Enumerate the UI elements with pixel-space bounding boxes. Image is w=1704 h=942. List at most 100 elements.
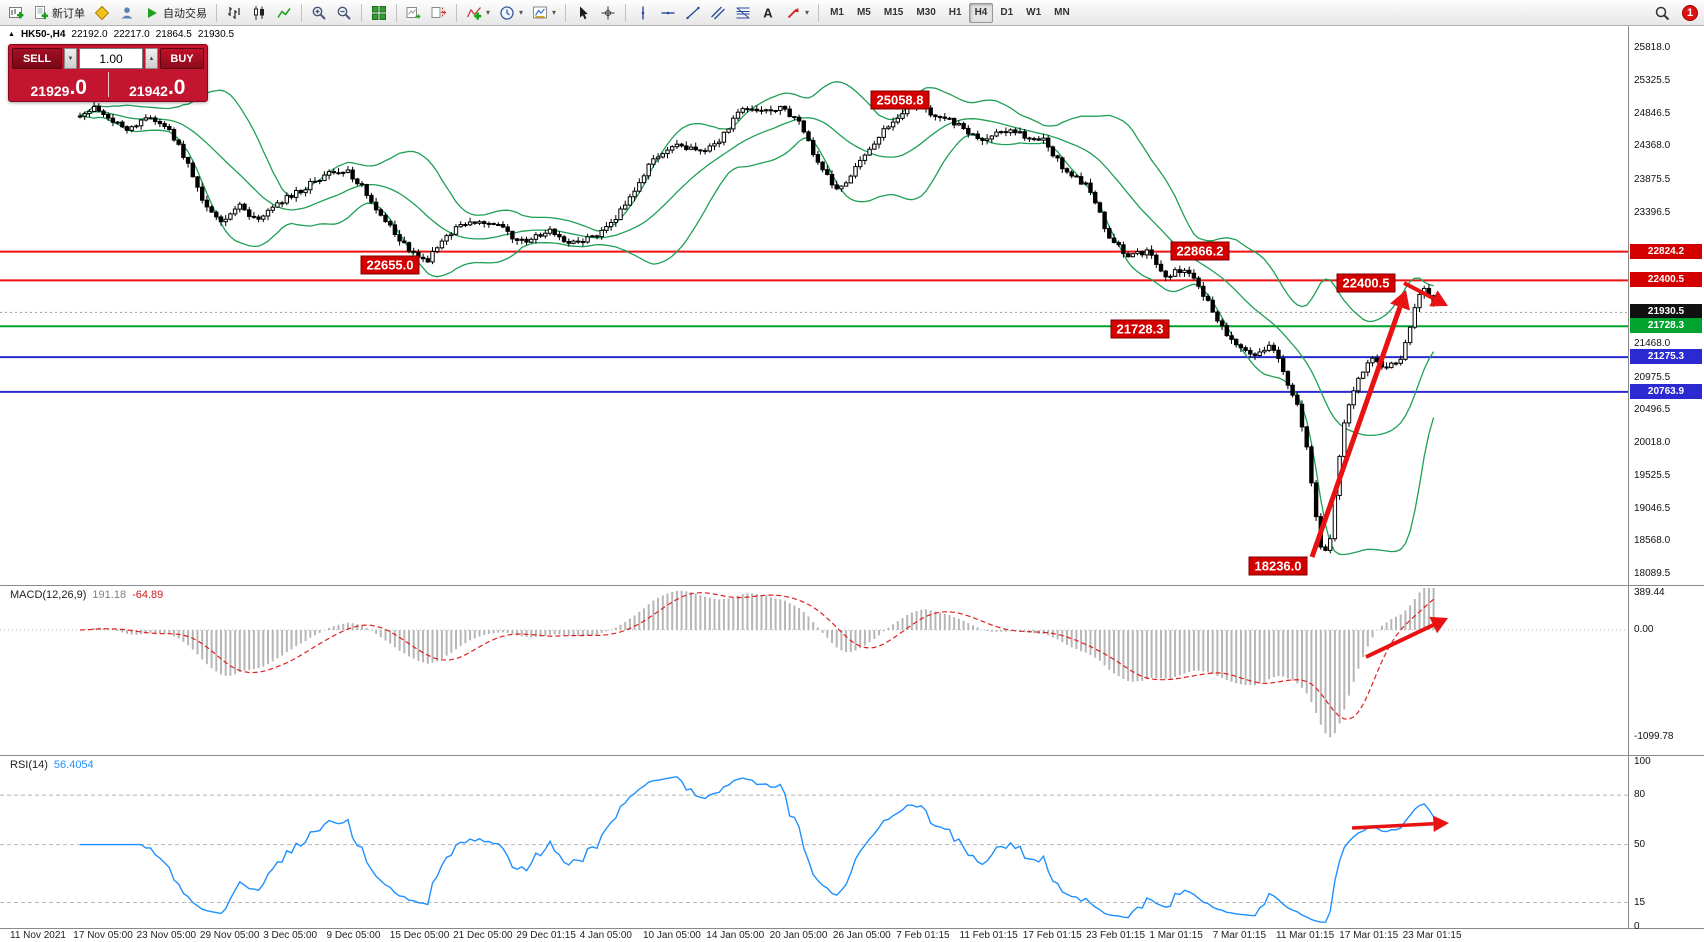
channel-button[interactable]: [706, 2, 730, 24]
time-axis-label: 23 Nov 05:00: [136, 930, 197, 941]
profile-button[interactable]: [115, 2, 139, 24]
auto-scroll-button[interactable]: [402, 2, 426, 24]
line-chart-button[interactable]: [272, 2, 296, 24]
periods-icon: [499, 5, 515, 21]
time-axis-label: 14 Jan 05:00: [706, 930, 765, 941]
auto-scroll-icon: [406, 5, 422, 21]
horizontal-line-button[interactable]: [656, 2, 680, 24]
time-axis-label: 11 Mar 01:15: [1276, 930, 1335, 941]
toolbar-separator: [818, 3, 820, 22]
time-axis-label: 23 Mar 01:15: [1402, 930, 1462, 941]
macd-signal-value: -64.89: [132, 589, 164, 601]
market-button[interactable]: [90, 2, 114, 24]
time-axis-label: 15 Dec 05:00: [389, 930, 450, 941]
tile-windows-icon: [371, 5, 387, 21]
time-axis-label: 17 Nov 05:00: [73, 930, 133, 941]
timeframe-w1-button[interactable]: W1: [1026, 7, 1042, 18]
volume-decrease-button[interactable]: ▼: [64, 48, 77, 69]
price-axis-label: 21468.0: [1634, 337, 1671, 349]
timeframe-h1-button[interactable]: H1: [948, 7, 962, 18]
sell-price[interactable]: 21929.0: [12, 71, 106, 98]
timeframe-m15-button[interactable]: M15: [883, 7, 904, 18]
time-axis-label: 11 Nov 2021: [10, 930, 66, 941]
trend-up-arrow: [1309, 290, 1410, 558]
time-axis-label: 10 Jan 05:00: [643, 930, 701, 941]
channel-icon: [710, 5, 726, 21]
timeframe-mn-button[interactable]: MN: [1054, 7, 1070, 18]
sell-price-main: 21929: [30, 82, 70, 99]
timeframe-m30-button[interactable]: M30: [916, 7, 936, 18]
zoom-out-button[interactable]: [332, 2, 356, 24]
timeframe-d1-button[interactable]: D1: [1000, 7, 1014, 18]
crosshair-button[interactable]: [596, 2, 620, 24]
price-tag-label: 22400.5: [1336, 273, 1396, 293]
bar-chart-button[interactable]: [222, 2, 246, 24]
macd-axis-label: 0.00: [1634, 624, 1654, 635]
price-axis-box: 21728.3: [1630, 318, 1702, 334]
timeframe-m5-button[interactable]: M5: [856, 7, 871, 18]
macd-indicator-label: MACD(12,26,9) 191.18 -64.89: [10, 589, 163, 601]
autotrade-play-icon: [144, 5, 160, 21]
periods-button[interactable]: ▾: [495, 2, 527, 24]
timeframe-h4-button[interactable]: H4: [968, 2, 994, 23]
candle-chart-button[interactable]: [247, 2, 271, 24]
toolbar-button-label: 新订单: [52, 7, 85, 20]
time-axis-label: 7 Mar 01:15: [1212, 930, 1267, 941]
crosshair-icon: [600, 5, 616, 21]
bar-chart-icon: [226, 5, 242, 21]
macd-histogram: [83, 588, 1435, 738]
new-order-button[interactable]: 新订单: [29, 2, 89, 24]
sell-price-pips: .0: [69, 76, 87, 100]
indicators-icon: [466, 5, 482, 21]
autotrading-button[interactable]: 自动交易: [140, 2, 211, 24]
price-axis-label: 23396.5: [1634, 206, 1671, 218]
symbol-search-button[interactable]: [1650, 2, 1674, 24]
tile-windows-button[interactable]: [367, 2, 391, 24]
ohlc-low: 21864.5: [155, 29, 192, 40]
indicators-button[interactable]: ▾: [462, 2, 494, 24]
vertical-line-button[interactable]: [631, 2, 655, 24]
price-axis-label: 18089.5: [1634, 568, 1671, 579]
time-axis-label: 26 Jan 05:00: [832, 930, 891, 941]
buy-price[interactable]: 21942.0: [111, 71, 205, 98]
fibonacci-button[interactable]: [731, 2, 755, 24]
templates-button[interactable]: ▾: [528, 2, 560, 24]
hline-icon: [660, 5, 676, 21]
ohlc-close: 21930.5: [197, 29, 235, 40]
arrows-tool-icon: [785, 5, 801, 21]
buy-button[interactable]: BUY: [160, 48, 204, 69]
symbol-bar: ▲ HK50-,H4 22192.0 22217.0 21864.5 21930…: [8, 29, 234, 40]
cursor-button[interactable]: [571, 2, 595, 24]
arrows-button[interactable]: ▾: [781, 2, 813, 24]
time-axis-label: 4 Jan 05:00: [579, 930, 632, 941]
notification-badge[interactable]: 1: [1682, 5, 1698, 21]
price-axis-label: 19046.5: [1634, 502, 1671, 514]
zoom-in-button[interactable]: [307, 2, 331, 24]
rsi-trend-arrow: [1351, 815, 1449, 832]
new-chart-button[interactable]: [4, 2, 28, 24]
price-axis-box: 21275.3: [1630, 349, 1702, 365]
time-axis-label: 20 Jan 05:00: [769, 930, 828, 941]
toolbar-buttons: 新订单 自动交易 ▾ ▾ ▾ A ▾ M1 M5 M15 M30 H1 H4 D1 W1 MN: [4, 2, 1076, 24]
timeframe-m1-button[interactable]: M1: [830, 7, 844, 18]
price-tag-label: 25058.8: [870, 90, 930, 110]
price-tag-label: 18236.0: [1248, 556, 1308, 576]
price-axis-box: 22400.5: [1630, 272, 1702, 288]
sell-button[interactable]: SELL: [12, 48, 62, 69]
ohlc-open: 22192.0: [71, 29, 108, 40]
chart-shift-button[interactable]: [427, 2, 451, 24]
rsi-axis-label: 0: [1634, 921, 1640, 933]
volume-input[interactable]: [79, 48, 143, 69]
zoom-out-icon: [336, 5, 352, 21]
time-axis-label: 29 Dec 01:15: [516, 930, 576, 941]
macd-main-value: 191.18: [92, 589, 127, 601]
trendline-button[interactable]: [681, 2, 705, 24]
rsi-axis-label: 80: [1634, 789, 1646, 801]
volume-increase-button[interactable]: ▲: [145, 48, 158, 69]
one-click-collapse-toggle[interactable]: ▲: [8, 31, 15, 38]
toolbar-separator: [456, 3, 457, 22]
text-button[interactable]: A: [756, 2, 780, 24]
price-tag-label: 22866.2: [1170, 241, 1230, 261]
